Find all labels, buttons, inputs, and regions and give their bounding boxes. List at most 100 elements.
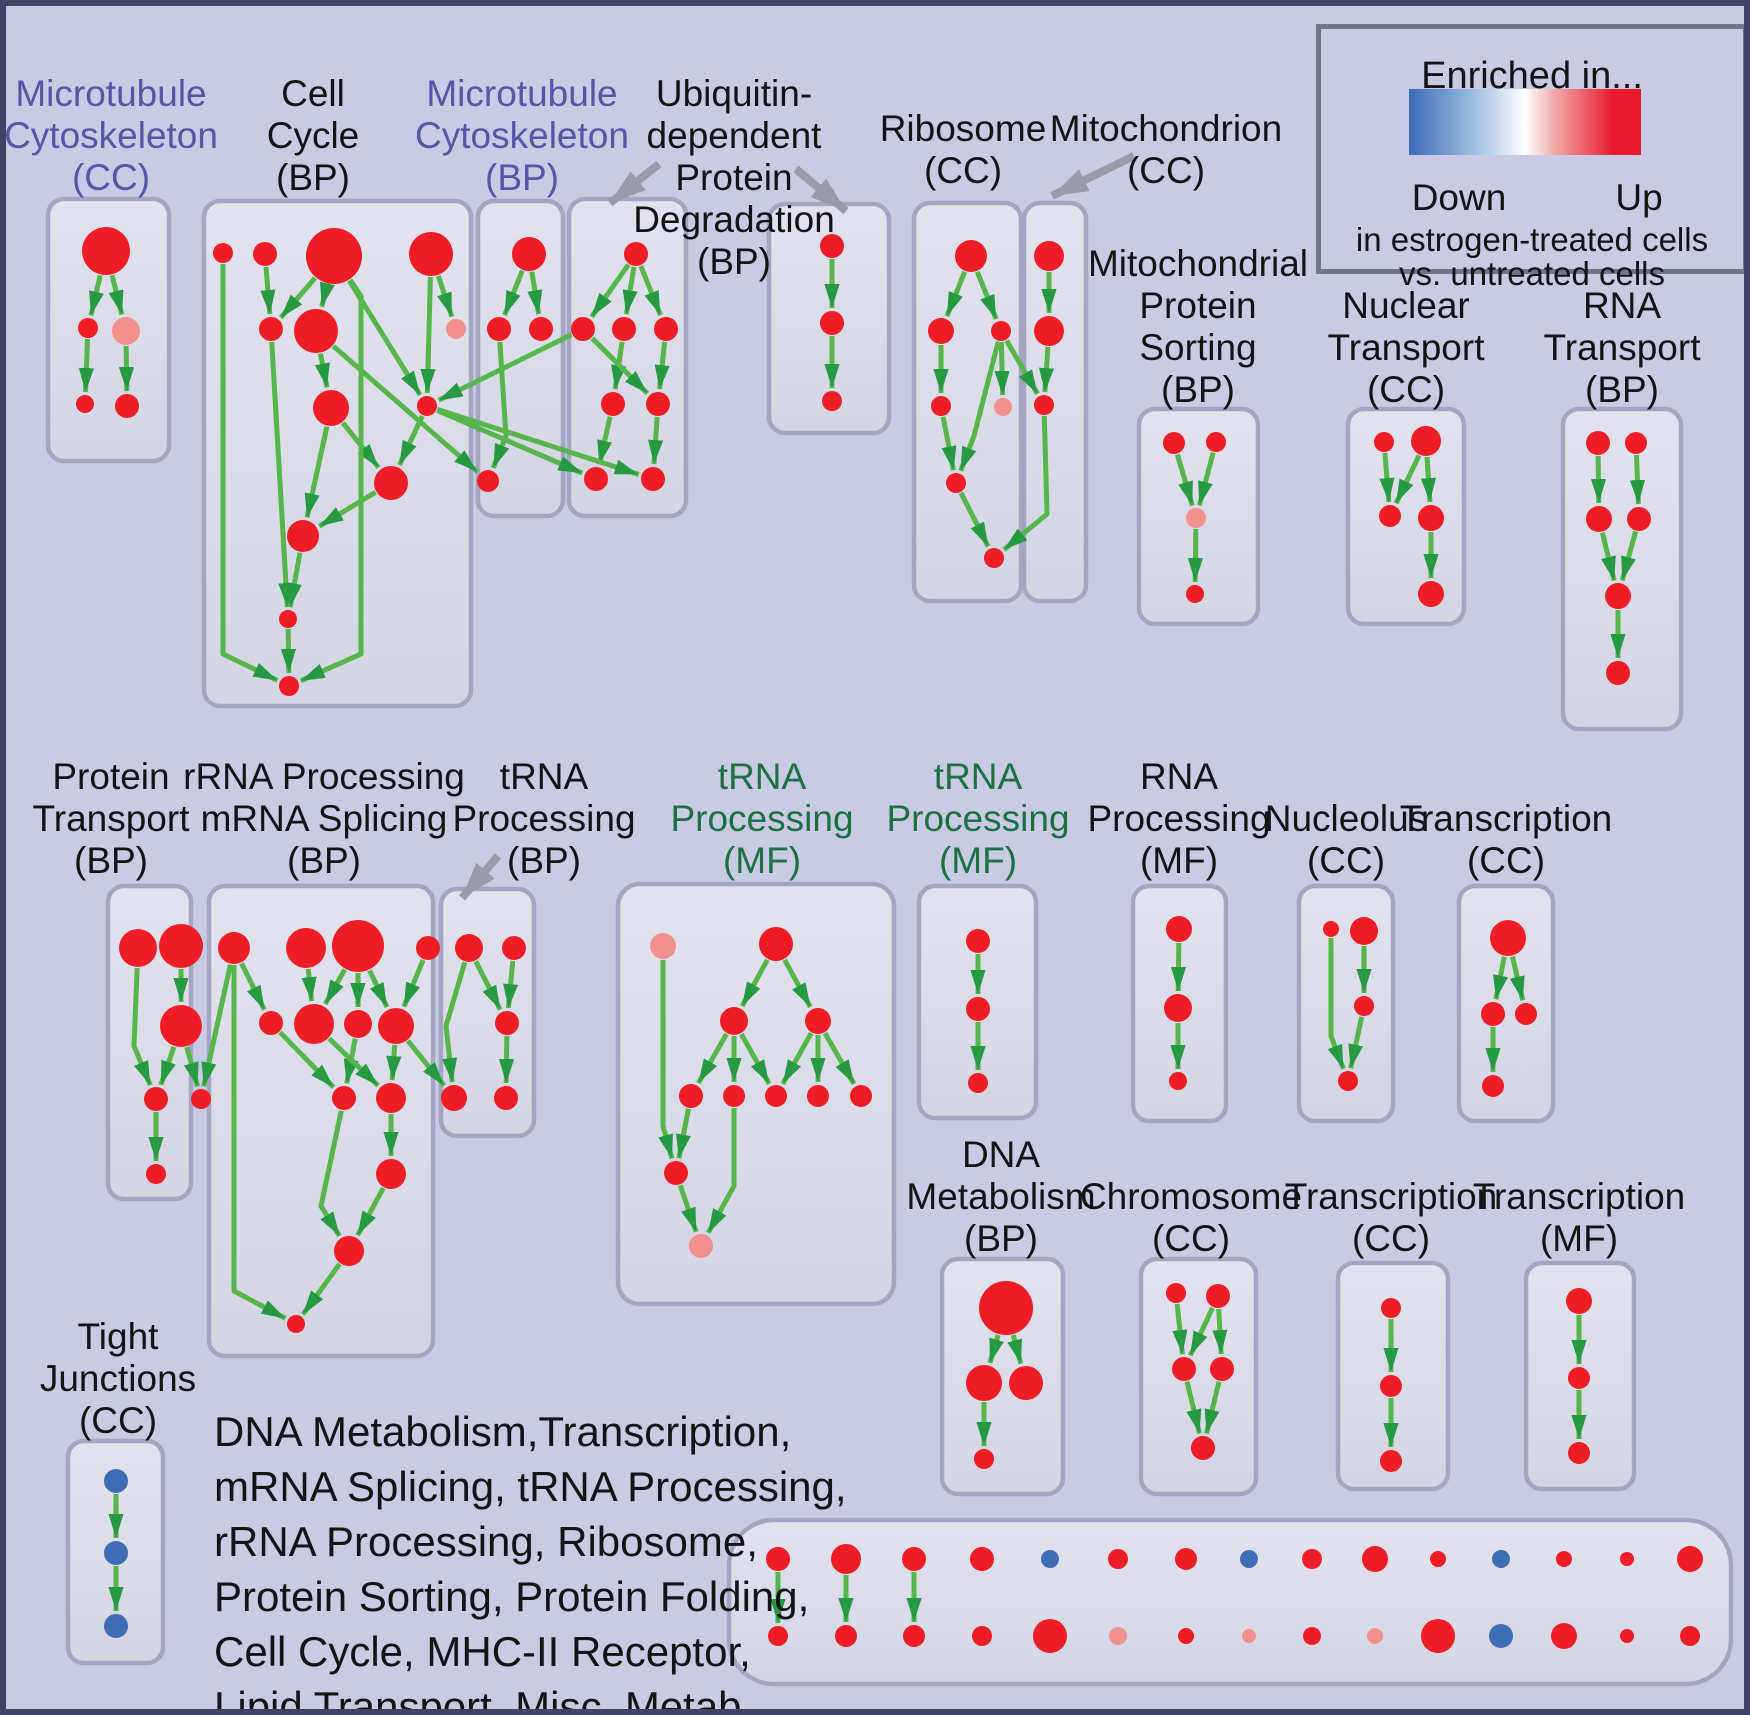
relation-edge-arrow: [131, 967, 153, 1087]
go-term-node: [344, 1010, 372, 1038]
relation-edge-arrow: [589, 263, 631, 319]
summary-line: rRNA Processing, Ribosome,: [214, 1518, 758, 1565]
relation-edge-arrow: [1212, 1308, 1228, 1355]
relation-edge-arrow: [278, 1030, 336, 1089]
cluster-box-mito: [1021, 200, 1089, 604]
go-term-node: [1677, 1546, 1703, 1572]
go-term-node: [82, 227, 130, 275]
go-term-node: [104, 1541, 128, 1565]
cluster-label-rrna: rRNA Processing: [183, 756, 465, 797]
relation-edge-arrow: [318, 1110, 344, 1238]
go-term-node: [994, 398, 1012, 416]
go-term-node: [641, 467, 665, 491]
relation-edge-arrow: [260, 266, 276, 315]
go-term-node: [664, 1161, 688, 1185]
relation-edge-arrow: [654, 341, 670, 390]
go-term-node: [374, 466, 408, 500]
go-term-node: [1680, 1626, 1700, 1646]
relation-edge-arrow: [1509, 955, 1526, 1001]
go-term-node: [104, 1614, 128, 1638]
go-term-node: [1323, 921, 1339, 937]
go-term-node: [455, 934, 483, 962]
summary-text-block: DNA Metabolism,Transcription, mRNA Splic…: [214, 1404, 847, 1709]
cluster-label-cc: Cell: [281, 73, 345, 114]
go-term-node: [112, 317, 140, 345]
relation-edge-arrow: [317, 490, 377, 529]
relation-edge-arrow: [327, 1036, 380, 1088]
relation-edge-arrow: [442, 961, 468, 1083]
go-term-node: [1418, 505, 1444, 531]
relation-edge-arrow: [1379, 452, 1395, 503]
relation-edge-arrow: [1002, 415, 1050, 552]
go-term-node: [1164, 994, 1192, 1022]
go-term-node: [646, 392, 670, 416]
go-term-node: [1605, 583, 1631, 609]
go-term-node: [723, 1085, 745, 1107]
relation-edge-arrow: [220, 264, 279, 683]
cluster-label-tmf: Processing: [670, 798, 853, 839]
go-term-node: [1481, 1002, 1505, 1026]
go-term-node: [1166, 916, 1192, 942]
go-term-node: [1606, 661, 1630, 685]
relation-edge-arrow: [314, 353, 330, 388]
relation-edge-arrow: [782, 958, 813, 1009]
cluster-label-mcc: Microtubule: [15, 73, 206, 114]
relation-edge-arrow: [301, 968, 317, 1002]
go-term-node: [1108, 1549, 1128, 1569]
summary-line: DNA Metabolism,Transcription,: [214, 1408, 792, 1455]
relation-edge-arrow: [269, 341, 294, 608]
go-term-node: [1379, 505, 1401, 527]
relation-edge-arrow: [301, 1262, 342, 1316]
relation-edge-arrow: [436, 407, 640, 477]
go-term-node: [1421, 1619, 1455, 1653]
relation-edge-arrow: [405, 1039, 446, 1088]
relation-edge-arrow: [958, 341, 1001, 472]
relation-edge-arrow: [1599, 531, 1617, 582]
relation-edge-arrow: [994, 341, 1010, 396]
go-term-node: [831, 1544, 861, 1574]
go-term-node: [279, 610, 297, 628]
go-term-node: [1338, 1071, 1358, 1091]
relation-edge-arrow: [1004, 339, 1040, 396]
relation-edge-arrow: [331, 344, 480, 474]
relation-edge-arrow: [367, 969, 390, 1009]
go-term-node: [1482, 1075, 1504, 1097]
relation-edge-arrow: [944, 270, 968, 318]
go-term-node: [571, 317, 595, 341]
cluster-label-nt: Transport: [1328, 327, 1486, 368]
go-term-node: [1041, 1550, 1059, 1568]
go-term-node: [654, 317, 678, 341]
cluster-label-tj: Junctions: [40, 1358, 196, 1399]
go-term-node: [991, 321, 1011, 341]
go-term-node: [974, 1449, 994, 1469]
go-term-node: [765, 1085, 787, 1107]
relation-edge-arrow: [1196, 452, 1216, 507]
go-term-node: [1367, 1628, 1383, 1644]
cluster-label-rt: (BP): [1585, 369, 1659, 410]
relation-edge-arrow: [1348, 1016, 1365, 1069]
relation-edge-arrow: [437, 332, 573, 403]
cluster-label-tmf: tRNA: [718, 756, 807, 797]
go-term-node: [820, 311, 844, 335]
go-term-node: [1380, 1375, 1402, 1397]
relation-edge-arrow: [706, 1108, 737, 1235]
go-term-node: [822, 391, 842, 411]
go-term-node: [376, 1159, 406, 1189]
go-term-node: [1009, 1366, 1043, 1400]
relation-edge-arrow: [231, 965, 287, 1321]
figure-svg: MicrotubuleCytoskeleton(CC)CellCycle(BP)…: [6, 73, 1734, 1687]
go-term-node: [970, 1547, 994, 1571]
relation-edge-arrow: [386, 1044, 402, 1081]
relation-edge-arrow: [648, 416, 664, 465]
go-term-node: [259, 317, 283, 341]
cluster-label-tmf: (MF): [723, 840, 801, 881]
relation-edge-arrow: [239, 962, 267, 1011]
legend-up-label: Up: [1615, 177, 1663, 218]
relation-edge-arrow: [1629, 454, 1646, 505]
cluster-label-mcc: (CC): [72, 157, 150, 198]
go-term-node: [191, 1089, 211, 1109]
cluster-box-tcc: [1456, 883, 1556, 1124]
go-term-node: [979, 1281, 1033, 1335]
relation-edge-arrow: [158, 1046, 177, 1086]
go-term-node: [1186, 508, 1206, 528]
